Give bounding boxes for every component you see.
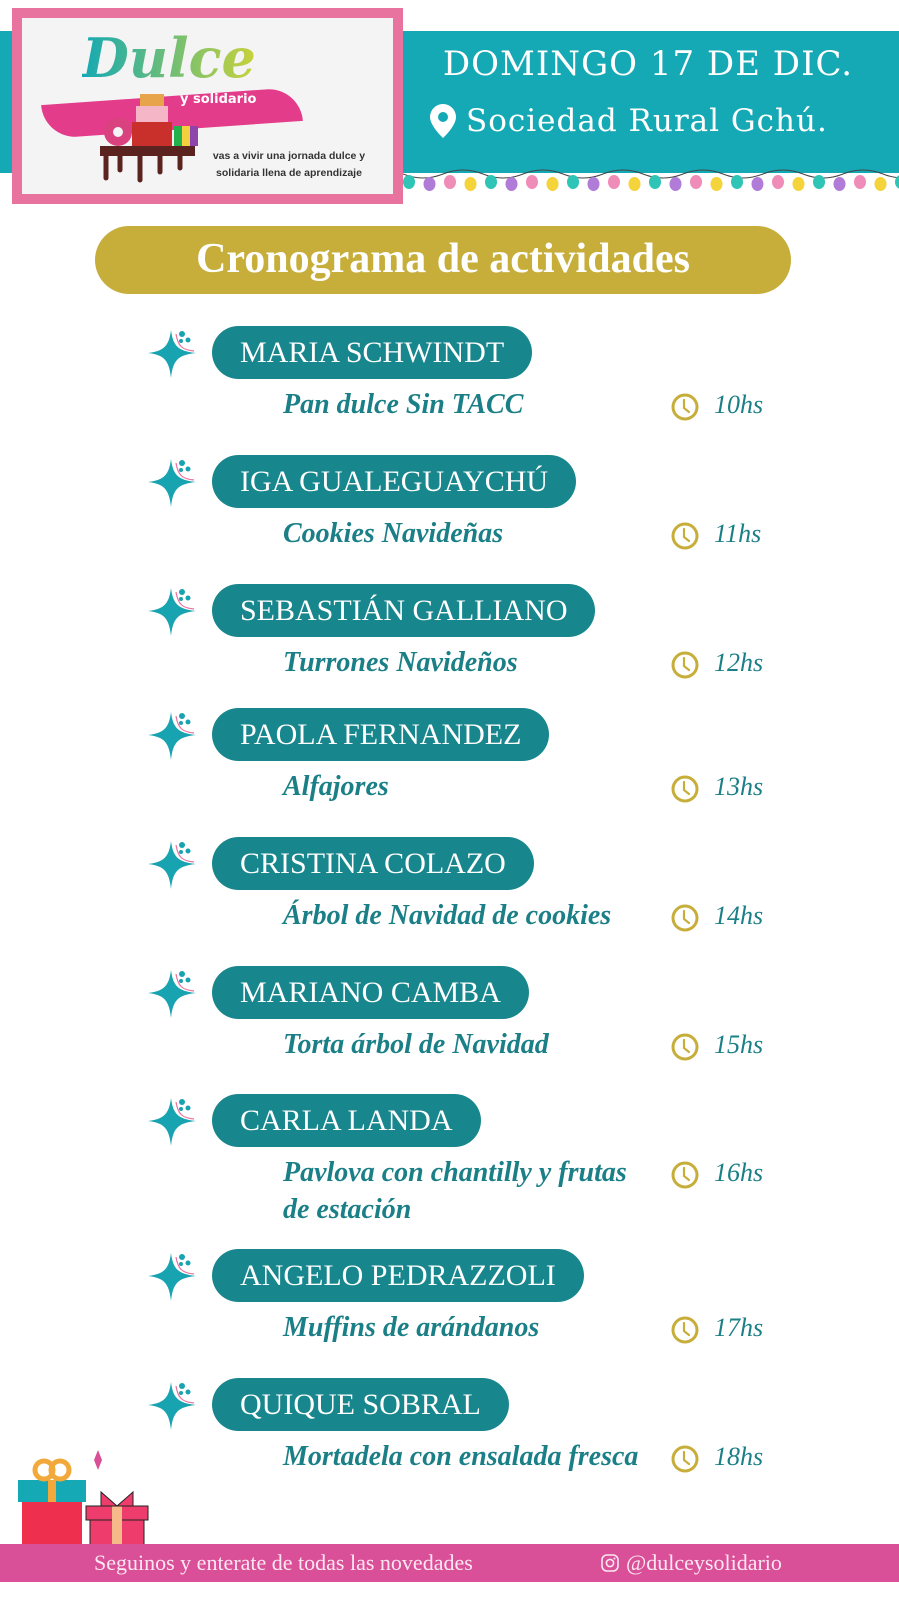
presenter-name: PAOLA FERNANDEZ (212, 708, 550, 761)
instagram-link[interactable]: @dulceysolidario (600, 1544, 782, 1582)
presenter-name: ANGELO PEDRAZZOLI (212, 1249, 584, 1302)
presenter-name: CARLA LANDA (212, 1094, 481, 1147)
logo-text: Dulce (82, 26, 256, 90)
light-bulb (710, 177, 723, 191)
activity-title: Pan dulce Sin TACC (283, 389, 524, 420)
light-bulb (608, 175, 620, 189)
event-date: DOMINGO 17 DE DIC. (442, 44, 854, 84)
presenter-name: SEBASTIÁN GALLIANO (212, 584, 596, 637)
activity-title: Mortadela con ensalada fresca (283, 1441, 639, 1472)
activity-time: 15hs (714, 1030, 764, 1059)
page-title: Cronograma de actividades (95, 226, 791, 294)
activity-time: 18hs (714, 1442, 764, 1471)
activity-time: 14hs (714, 901, 764, 930)
activity-time: 13hs (714, 772, 764, 801)
sparkle-star-icon (148, 841, 196, 889)
activity-title: Cookies Navideñas (283, 518, 504, 549)
clock-icon (671, 904, 699, 932)
presenter-name: CRISTINA COLAZO (212, 837, 534, 890)
light-bulb (833, 177, 846, 191)
sparkle-star-icon (148, 1098, 196, 1146)
sparkle-star-icon (148, 459, 196, 507)
logo-banner: Dulce y solidario vas a vivir una jornad… (12, 8, 403, 204)
activity-title: Alfajores (283, 771, 389, 802)
clock-icon (671, 1161, 699, 1189)
presenter-name: MARIANO CAMBA (212, 966, 529, 1019)
activity-time: 17hs (714, 1313, 764, 1342)
tagline: vas a vivir una jornada dulce y solidari… (212, 150, 366, 179)
light-bulb (444, 175, 456, 189)
sparkle-star-icon (148, 712, 196, 760)
sparkle-star-icon (148, 1253, 196, 1301)
light-bulb (423, 177, 436, 191)
light-bulb (874, 177, 887, 191)
instagram-icon (601, 1554, 619, 1572)
activity-time: 10hs (714, 390, 764, 419)
light-bulb (526, 175, 538, 189)
light-bulb (669, 177, 682, 191)
light-bulb (813, 175, 825, 189)
string-lights-decoration (403, 169, 899, 191)
presenter-name: MARIA SCHWINDT (212, 326, 533, 379)
light-bulb (546, 177, 559, 191)
light-bulb (731, 175, 743, 189)
light-bulb (792, 177, 805, 191)
clock-icon (671, 1445, 699, 1473)
gifts-illustration (18, 1450, 149, 1546)
light-bulb (464, 177, 477, 191)
activity-title: Pavlova con chantilly y frutas de estaci… (283, 1157, 627, 1225)
cake-illustration (100, 94, 198, 183)
light-bulb (485, 175, 497, 189)
sparkle-star-icon (148, 330, 196, 378)
clock-icon (671, 775, 699, 803)
light-bulb (628, 177, 641, 191)
activity-title: Turrones Navideños (283, 647, 518, 678)
light-bulb (587, 177, 600, 191)
clock-icon (671, 651, 699, 679)
activity-title: Muffins de arándanos (283, 1312, 540, 1343)
light-bulb (895, 175, 899, 189)
footer-bar: Seguinos y enterate de todas las novedad… (0, 1544, 899, 1582)
sparkle-star-icon (148, 970, 196, 1018)
clock-icon (671, 1033, 699, 1061)
light-bulb (751, 177, 764, 191)
presenter-name: QUIQUE SOBRAL (212, 1378, 509, 1431)
sparkle-star-icon (148, 1382, 196, 1430)
light-bulb (772, 175, 784, 189)
light-bulb (403, 175, 415, 189)
clock-icon (671, 1316, 699, 1344)
clock-icon (671, 393, 699, 421)
sparkle-star-icon (148, 588, 196, 636)
activity-title: Torta árbol de Navidad (283, 1029, 549, 1060)
light-bulb (854, 175, 866, 189)
footer-text: Seguinos y enterate de todas las novedad… (94, 1550, 473, 1575)
light-bulb (567, 175, 579, 189)
instagram-handle: @dulceysolidario (626, 1550, 782, 1575)
light-bulb (690, 175, 702, 189)
activity-time: 11hs (714, 519, 762, 548)
logo-subtext: y solidario (180, 92, 257, 107)
light-bulb (505, 177, 518, 191)
activity-title: Árbol de Navidad de cookies (283, 900, 612, 931)
light-bulb (649, 175, 661, 189)
event-location: Sociedad Rural Gchú. (430, 103, 828, 139)
activity-time: 12hs (714, 648, 764, 677)
location-text: Sociedad Rural Gchú. (466, 103, 828, 139)
presenter-name: IGA GUALEGUAYCHÚ (212, 455, 577, 508)
map-pin-icon (430, 104, 456, 138)
clock-icon (671, 522, 699, 550)
activity-time: 16hs (714, 1158, 764, 1187)
